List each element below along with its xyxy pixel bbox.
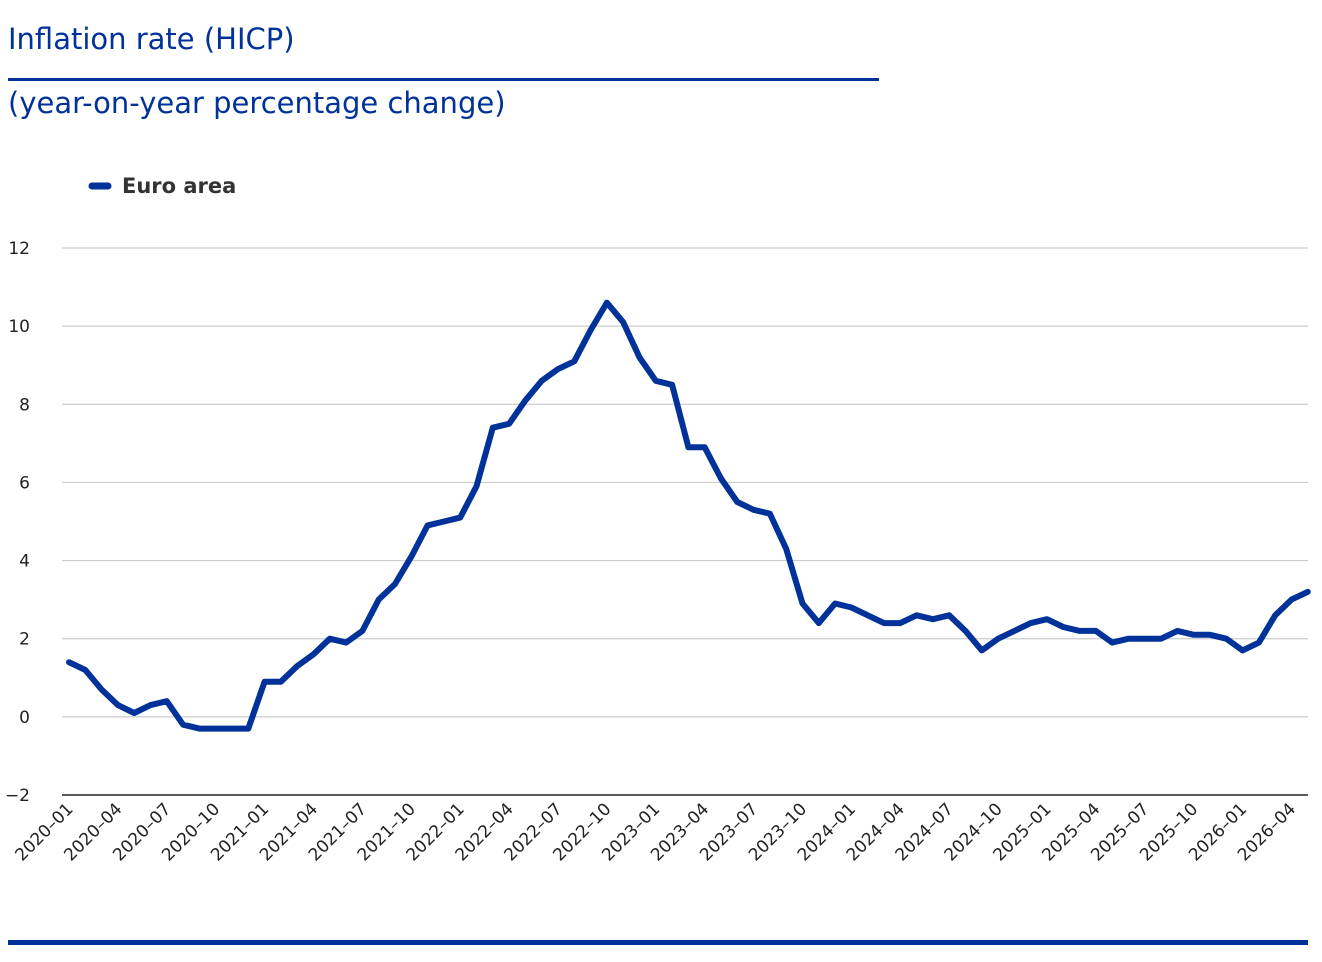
legend-label-euro-area: Euro area [122, 174, 236, 198]
data-point [751, 507, 757, 513]
y-tick-label: 2 [19, 630, 30, 650]
data-point [930, 616, 936, 622]
data-point [376, 597, 382, 603]
data-point [767, 511, 773, 517]
data-point [1191, 632, 1197, 638]
title-divider [8, 78, 879, 81]
x-axis-tick-labels: 2020–012020–042020–072020–102021–012021–… [11, 799, 1300, 865]
data-point [588, 327, 594, 333]
data-point [783, 546, 789, 552]
data-point [1060, 624, 1066, 630]
y-tick-label: −2 [5, 786, 30, 806]
data-point [1011, 628, 1017, 634]
gridlines [62, 247, 1308, 718]
data-point [115, 702, 121, 708]
data-point [359, 628, 365, 634]
data-point [539, 378, 545, 384]
data-point [1126, 636, 1131, 642]
data-point [914, 612, 920, 618]
data-point [506, 421, 512, 427]
data-point [408, 554, 414, 560]
data-point [213, 726, 219, 732]
y-tick-label: 10 [8, 317, 30, 337]
data-point [832, 601, 838, 606]
data-point [1158, 636, 1164, 642]
data-point [1093, 628, 1099, 634]
y-tick-label: 8 [19, 395, 30, 415]
data-point [897, 620, 903, 626]
data-point [66, 659, 72, 665]
data-point [979, 647, 985, 653]
data-point [490, 425, 496, 431]
data-point [1240, 647, 1246, 653]
chart-title: Inflation rate (HICP) [8, 22, 295, 56]
data-point [1174, 628, 1180, 634]
data-point [669, 382, 675, 388]
data-point [82, 667, 88, 673]
y-tick-label: 6 [19, 473, 30, 493]
data-point [1044, 616, 1050, 622]
data-point [311, 651, 316, 657]
data-point [637, 354, 642, 360]
data-point [1142, 636, 1148, 642]
data-point [262, 679, 268, 685]
data-point [881, 620, 887, 626]
data-point [148, 702, 153, 708]
data-point [685, 444, 691, 450]
data-point [995, 636, 1001, 642]
data-point [294, 663, 300, 669]
data-point [327, 636, 333, 642]
data-point [946, 612, 952, 618]
data-point [1256, 640, 1262, 646]
data-point [245, 726, 251, 732]
data-point [816, 620, 822, 626]
data-point [718, 476, 724, 481]
y-tick-label: 0 [19, 708, 30, 728]
data-point [963, 628, 968, 634]
data-point [474, 483, 479, 489]
data-point [734, 499, 740, 505]
data-point [653, 378, 659, 384]
data-point [1305, 589, 1311, 595]
data-point [1272, 612, 1278, 618]
data-point [229, 726, 235, 732]
data-point [522, 397, 528, 403]
data-point [1289, 597, 1294, 603]
series-line-euro-area [66, 299, 1311, 732]
data-point [1028, 620, 1034, 626]
y-tick-label: 12 [8, 239, 30, 259]
data-point [180, 722, 186, 728]
data-point [457, 515, 463, 521]
data-point [131, 710, 137, 716]
data-point [1223, 636, 1229, 642]
bottom-divider [8, 940, 1308, 945]
data-point [99, 687, 105, 692]
data-point [620, 319, 626, 325]
data-point [196, 726, 202, 732]
data-point [441, 519, 447, 524]
line-chart: −2 0 2 4 6 8 10 12 2020–012020–042020–072020–10… [5, 174, 1311, 865]
data-point [848, 605, 854, 610]
data-point [1077, 628, 1083, 634]
data-point [865, 612, 871, 618]
data-point [425, 522, 431, 528]
data-point [1207, 632, 1213, 638]
data-point [343, 640, 349, 646]
y-tick-label: 4 [19, 552, 30, 572]
y-axis-tick-labels: −2 0 2 4 6 8 10 12 [5, 239, 30, 806]
data-point [604, 300, 610, 306]
data-point [392, 581, 398, 587]
series-layer [66, 299, 1311, 732]
data-point [278, 679, 284, 685]
legend[interactable]: Euro area [88, 174, 236, 198]
data-point [1109, 640, 1115, 646]
data-point [571, 358, 577, 364]
data-point [555, 366, 561, 372]
chart-subtitle: (year-on-year percentage change) [8, 86, 506, 120]
data-point [164, 698, 170, 704]
data-point [702, 444, 708, 450]
data-point [800, 601, 805, 606]
